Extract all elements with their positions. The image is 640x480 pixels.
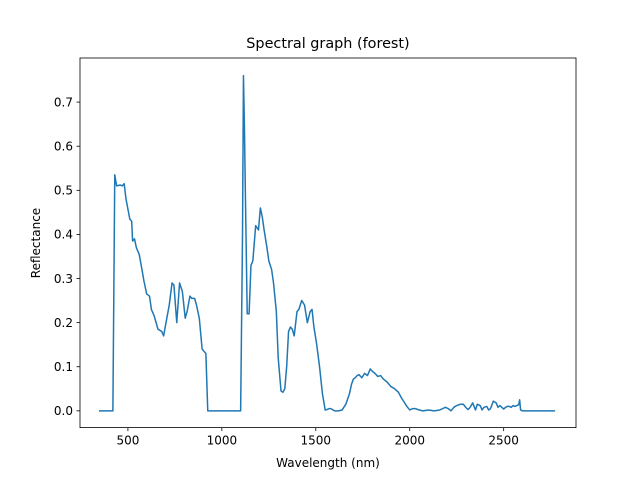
x-tick-label: 2500 (488, 434, 519, 448)
x-tick-label: 2000 (394, 434, 425, 448)
chart-title: Spectral graph (forest) (246, 36, 409, 52)
y-tick-label: 0.4 (54, 228, 73, 242)
data-layer (98, 74, 556, 412)
plot-frame (79, 57, 577, 429)
y-tick-label: 0.1 (54, 360, 73, 374)
y-tick-label: 0.7 (54, 95, 73, 109)
y-tick-label: 0.3 (54, 272, 73, 286)
y-axis-ticks: 0.0 0.1 0.2 0.3 0.4 0.5 0.6 0.7 (54, 95, 80, 418)
y-tick-label: 0.5 (54, 184, 73, 198)
series-line-0 (98, 74, 556, 412)
x-axis-label: Wavelength (nm) (276, 456, 380, 470)
y-axis-label: Reflectance (29, 208, 43, 278)
y-tick-label: 0.0 (54, 404, 73, 418)
x-tick-label: 500 (116, 434, 139, 448)
y-tick-label: 0.6 (54, 140, 73, 154)
plot-background (80, 58, 576, 428)
x-tick-label: 1000 (207, 434, 238, 448)
y-tick-label: 0.2 (54, 316, 73, 330)
plot-area (80, 58, 576, 428)
x-tick-label: 1500 (301, 434, 332, 448)
x-axis-ticks: 500 1000 1500 2000 2500 (116, 427, 519, 448)
